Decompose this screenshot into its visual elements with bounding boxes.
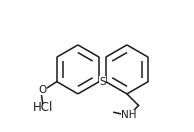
Text: O: O [38,85,47,95]
Text: HCl: HCl [32,101,53,114]
Text: NH: NH [121,110,137,120]
Text: S: S [99,77,106,87]
